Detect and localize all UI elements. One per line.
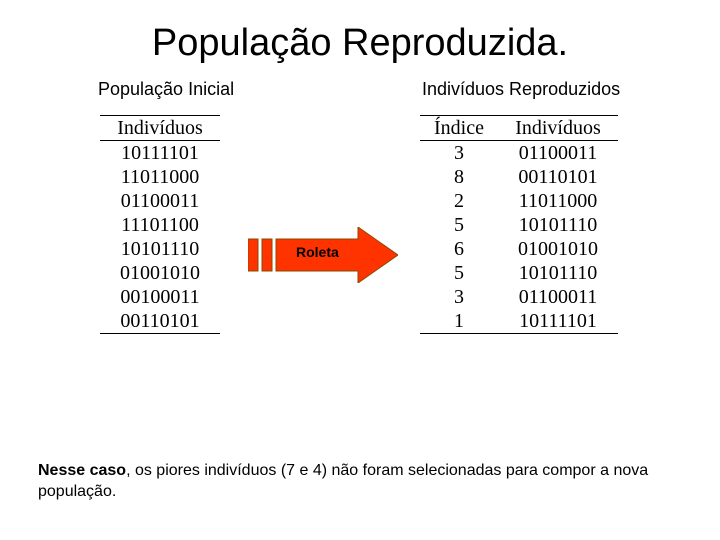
footer-note: Nesse caso, os piores indivíduos (7 e 4)… [38,461,682,502]
table-row: 10101110 [100,237,220,261]
table-row: 11101100 [100,213,220,237]
right-cell: 01001010 [498,237,618,261]
arrow-label: Roleta [296,244,339,260]
right-cell: 3 [420,141,498,165]
left-cell: 00100011 [100,285,220,309]
right-cell: 8 [420,165,498,189]
left-cell: 01001010 [100,261,220,285]
content-area: População Inicial Indivíduos Reproduzido… [0,65,720,445]
right-cell: 10101110 [498,261,618,285]
right-cell: 3 [420,285,498,309]
page-title: População Reproduzida. [0,0,720,65]
right-cell: 00110101 [498,165,618,189]
table-row: 510101110 [420,213,618,237]
left-table-header-row: Indivíduos [100,115,220,141]
left-label: População Inicial [98,79,234,100]
table-row: 00110101 [100,309,220,333]
left-cell: 11011000 [100,165,220,189]
left-cell: 11101100 [100,213,220,237]
roleta-arrow: Roleta [248,227,398,283]
left-cell: 00110101 [100,309,220,333]
right-cell: 6 [420,237,498,261]
left-table: Indivíduos 10111101110110000110001111101… [100,115,220,334]
table-row: 01001010 [100,261,220,285]
table-row: 11011000 [100,165,220,189]
table-row: 510101110 [420,261,618,285]
right-label: Indivíduos Reproduzidos [422,79,620,100]
right-cell: 11011000 [498,189,618,213]
right-cell: 1 [420,309,498,333]
table-row: 301100011 [420,141,618,165]
right-cell: 01100011 [498,285,618,309]
right-cell: 5 [420,213,498,237]
table-row: 10111101 [100,141,220,165]
right-table-header-0: Índice [420,116,498,140]
table-row: 00100011 [100,285,220,309]
left-cell: 01100011 [100,189,220,213]
footer-text: , os piores indivíduos (7 e 4) não foram… [38,462,648,499]
table-row: 01100011 [100,189,220,213]
right-cell: 10101110 [498,213,618,237]
right-table-header-row: Índice Indivíduos [420,115,618,141]
table-row: 800110101 [420,165,618,189]
right-cell: 2 [420,189,498,213]
left-cell: 10111101 [100,141,220,165]
right-table: Índice Indivíduos 3011000118001101012110… [420,115,618,334]
table-row: 211011000 [420,189,618,213]
footer-bold: Nesse caso [38,462,126,479]
right-cell: 10111101 [498,309,618,333]
table-row: 110111101 [420,309,618,333]
right-cell: 01100011 [498,141,618,165]
table-row: 301100011 [420,285,618,309]
left-cell: 10101110 [100,237,220,261]
right-table-header-1: Indivíduos [498,116,618,140]
right-cell: 5 [420,261,498,285]
left-table-header: Indivíduos [100,116,220,140]
table-row: 601001010 [420,237,618,261]
